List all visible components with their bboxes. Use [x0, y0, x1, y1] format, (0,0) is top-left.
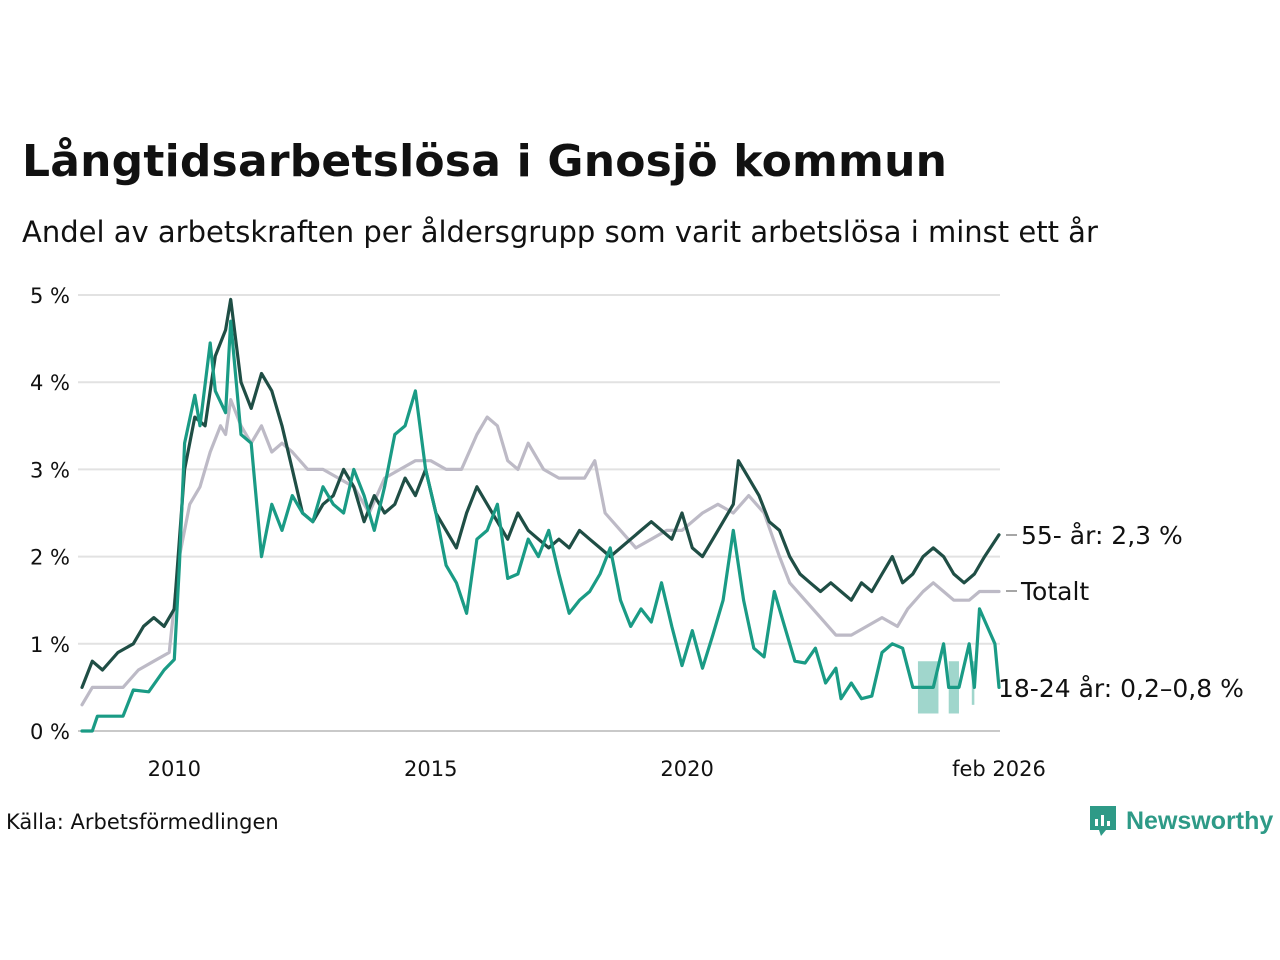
x-axis: 2010 2015 2020 feb 2026	[148, 757, 1046, 781]
series-line-totalt	[80, 398, 1001, 707]
chart-title: Långtidsarbetslösa i Gnosjö kommun	[22, 136, 948, 187]
grid-lines	[78, 294, 1000, 732]
newsworthy-logo-icon	[1090, 806, 1116, 836]
x-tick-label: 2010	[148, 757, 201, 781]
series-labels: Totalt 55- år: 2,3 % 18-24 år: 0,2–0,8 %	[998, 521, 1244, 703]
y-tick-label: 4 %	[30, 371, 70, 395]
series-end-label: Totalt	[1020, 577, 1089, 606]
y-axis: 0 % 1 % 2 % 3 % 4 % 5 %	[30, 284, 70, 744]
y-tick-label: 2 %	[30, 546, 70, 570]
chart-subtitle: Andel av arbetskraften per åldersgrupp s…	[22, 215, 1098, 249]
brand-logo: Newsworthy	[1088, 804, 1273, 838]
series-end-label: 18-24 år: 0,2–0,8 %	[998, 674, 1244, 703]
source-note: Källa: Arbetsförmedlingen	[6, 810, 279, 834]
x-tick-label: 2020	[660, 757, 713, 781]
y-tick-label: 0 %	[30, 720, 70, 744]
series-line-18-24-r	[80, 319, 1001, 733]
x-tick-label: 2015	[404, 757, 457, 781]
y-tick-label: 5 %	[30, 284, 70, 308]
series-end-label: 55- år: 2,3 %	[1021, 521, 1183, 550]
x-tick-label: feb 2026	[952, 757, 1046, 781]
y-tick-label: 3 %	[30, 458, 70, 482]
series-lines	[80, 297, 1001, 733]
brand-name: Newsworthy	[1126, 806, 1274, 835]
y-tick-label: 1 %	[30, 633, 70, 657]
